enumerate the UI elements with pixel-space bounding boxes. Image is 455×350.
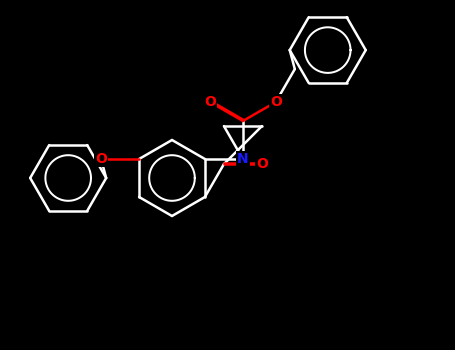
Text: N: N (237, 152, 249, 166)
Text: O: O (95, 152, 107, 166)
Text: O: O (270, 95, 282, 109)
Text: O: O (256, 157, 268, 171)
Text: O: O (204, 95, 216, 109)
